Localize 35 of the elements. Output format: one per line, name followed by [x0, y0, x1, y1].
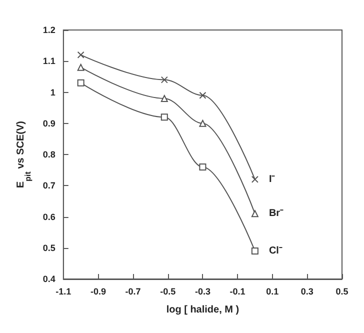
point	[77, 79, 84, 86]
point	[160, 94, 168, 102]
y-tick-label: 0.5	[42, 242, 56, 253]
x-tick-label: -0.9	[90, 286, 106, 296]
y-tick-label: 1.2	[42, 25, 56, 35]
y-tick-label: 0.4	[42, 274, 56, 284]
x-tick-label: -0.3	[194, 286, 210, 296]
series-label: I⁻	[268, 174, 276, 185]
y-tick-label: 0.7	[42, 180, 56, 191]
point	[77, 64, 84, 71]
point	[160, 76, 168, 84]
y-axis-title: Epit vs SCE(V)	[16, 120, 32, 188]
y-tick-label: 1.1	[42, 56, 56, 66]
x-tick-label: 0.1	[266, 286, 279, 296]
y-tick-label: 0.6	[42, 212, 56, 222]
x-axis-title: log [ halide, M )	[166, 304, 240, 316]
y-tick-label: 0.9	[42, 118, 56, 128]
y-tick-label: 0.8	[42, 150, 56, 160]
series-label: Cl⁻	[268, 245, 283, 256]
point	[160, 114, 168, 121]
point	[251, 247, 258, 254]
x-tick-label: 0.5	[336, 286, 348, 296]
point	[251, 210, 258, 218]
point	[77, 51, 84, 58]
y-tick-label: 1	[50, 87, 56, 98]
series-label: Br⁻	[268, 208, 284, 220]
x-tick-label: -0.1	[230, 286, 246, 296]
x-tick-label: 0.3	[300, 286, 314, 296]
point	[199, 92, 206, 99]
point	[199, 163, 206, 170]
x-tick-label: -0.5	[160, 286, 176, 296]
point	[199, 120, 206, 127]
x-tick-label: -0.7	[125, 286, 141, 296]
point	[251, 176, 258, 183]
x-tick-label: -1.1	[56, 286, 72, 296]
